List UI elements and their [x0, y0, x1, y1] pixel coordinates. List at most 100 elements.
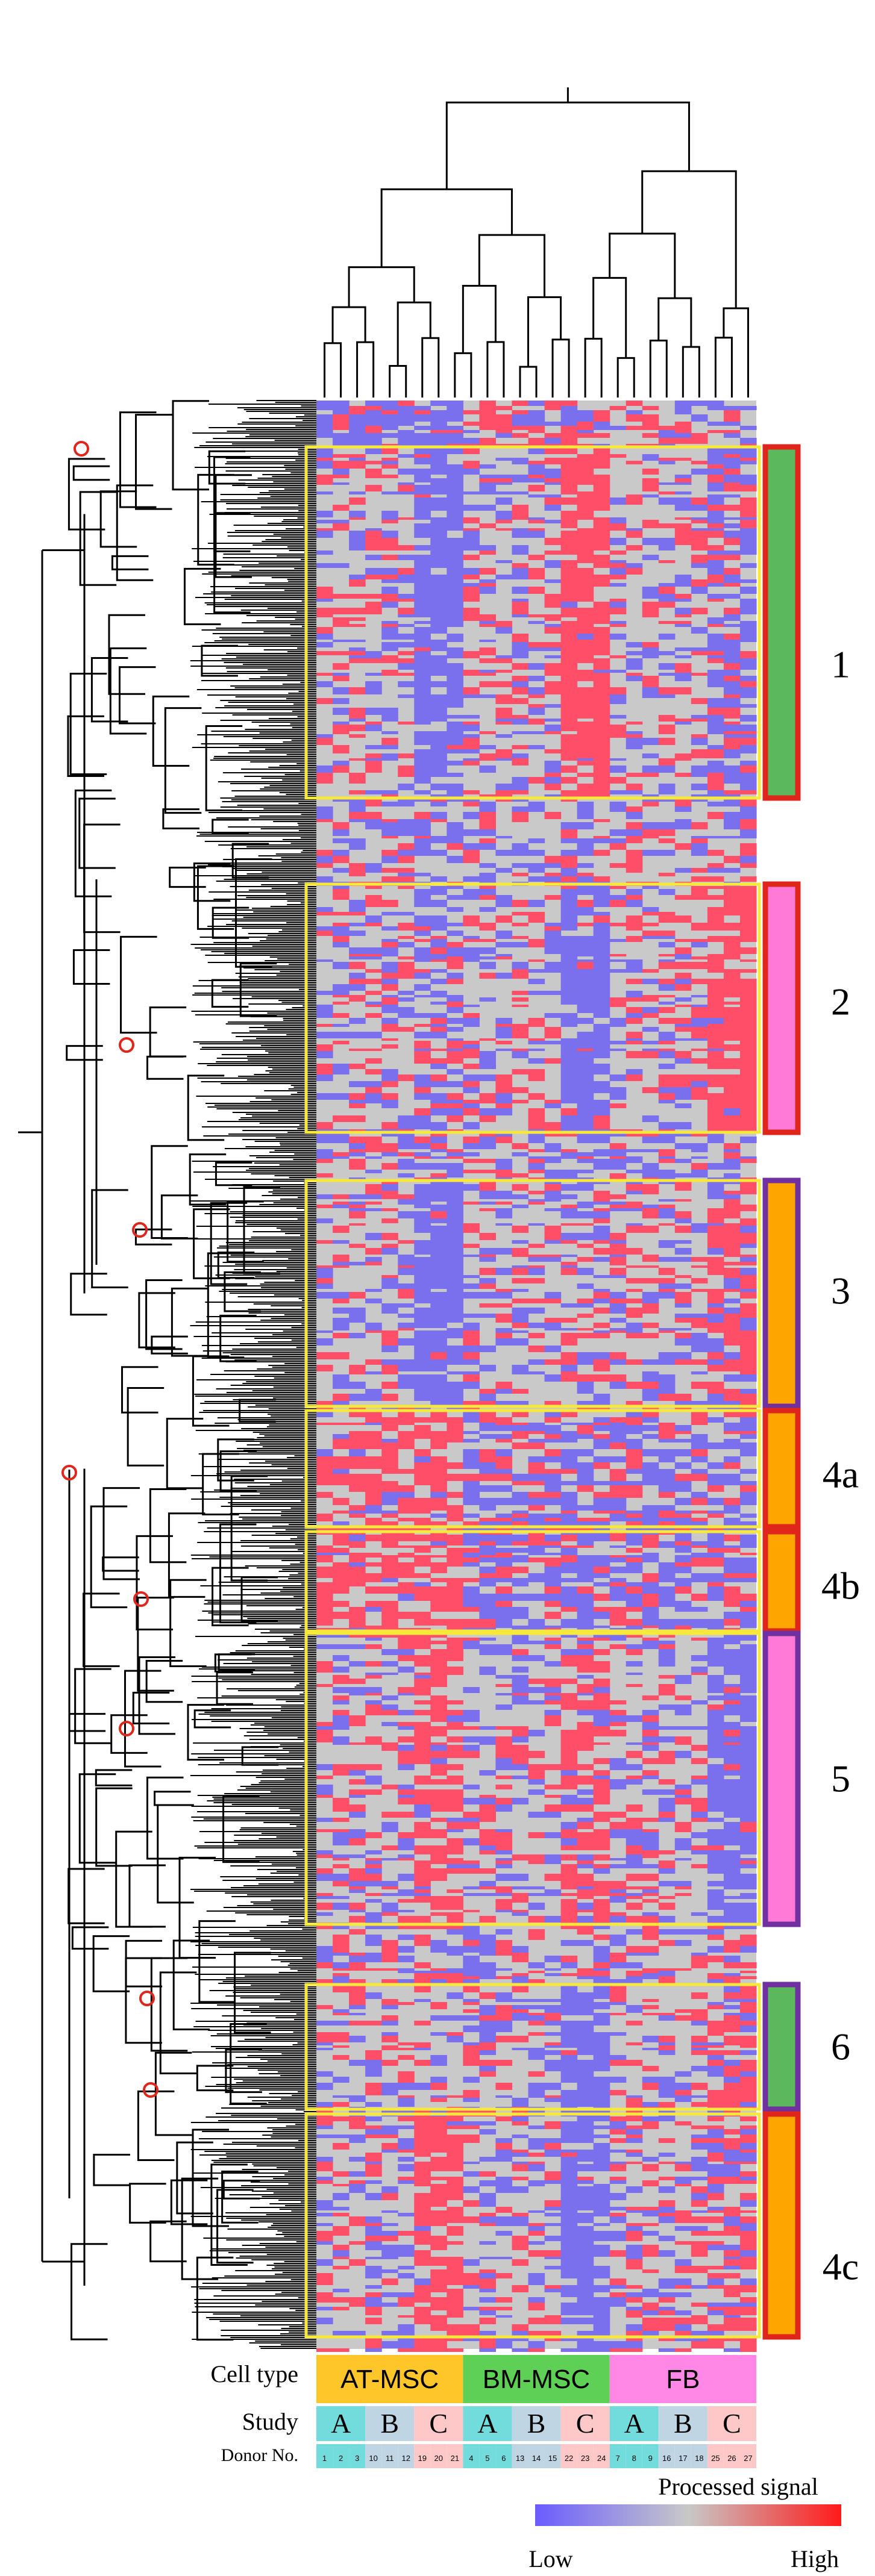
donor-number: 3	[355, 2454, 359, 2463]
node-marker	[143, 2082, 158, 2098]
cluster-box-2	[304, 882, 761, 1134]
donor-cell	[691, 2444, 707, 2468]
donor-row: 1 2 3 10 11 12 19 20 21 4 5 6 13 14 15 22 23 24 7 8 9 16 17 18 2…	[316, 2444, 756, 2468]
donor-number: 18	[695, 2454, 703, 2463]
study-name: B	[674, 2408, 692, 2439]
cluster-bar-1	[762, 444, 801, 801]
donor-cell	[674, 2444, 691, 2468]
legend-low-label: Low	[528, 2545, 572, 2572]
signal-legend: Processed signal Low High	[528, 2473, 841, 2572]
cluster-box-5	[304, 1632, 761, 1926]
donor-label: Donor No.	[221, 2445, 298, 2465]
node-marker	[132, 1222, 148, 1238]
donor-number: 15	[548, 2454, 557, 2463]
donor-number: 20	[434, 2454, 443, 2463]
study-name: C	[723, 2408, 741, 2439]
node-marker	[119, 1721, 134, 1736]
cell-type-row: AT-MSC BM-MSC FB	[316, 2355, 756, 2403]
donor-number: 1	[322, 2454, 327, 2463]
study-cell	[365, 2406, 415, 2441]
donor-cell	[447, 2444, 463, 2468]
study-cell	[707, 2406, 756, 2441]
column-dendrogram	[324, 87, 749, 398]
node-marker	[133, 1591, 149, 1607]
cluster-bar-4c	[762, 2111, 801, 2340]
donor-cell	[626, 2444, 642, 2468]
donor-cell	[381, 2444, 398, 2468]
cluster-box-4c	[304, 2112, 761, 2339]
donor-cell	[658, 2444, 675, 2468]
sample-annotation: Cell type Study Donor No. AT-MSC BM-MSC FB…	[210, 2355, 756, 2468]
cluster-box-3	[304, 1179, 761, 1408]
cell-type-label: Cell type	[210, 2360, 298, 2387]
cluster-label-6: 6	[831, 2026, 850, 2068]
donor-cell	[414, 2444, 431, 2468]
cell-type-cell	[316, 2355, 463, 2403]
cluster-box-4a	[304, 1409, 761, 1529]
cluster-bar-3	[762, 1177, 801, 1409]
donor-number: 27	[744, 2454, 752, 2463]
cluster-boxes	[304, 445, 761, 2339]
donor-number: 19	[418, 2454, 427, 2463]
donor-cell	[479, 2444, 496, 2468]
study-name: A	[624, 2408, 644, 2439]
donor-number: 11	[386, 2454, 394, 2463]
cluster-bar-4a	[762, 1408, 801, 1530]
study-name: B	[527, 2408, 546, 2439]
donor-number: 25	[711, 2454, 720, 2463]
donor-cell	[707, 2444, 724, 2468]
node-markers	[61, 441, 158, 2098]
donor-number: 22	[565, 2454, 573, 2463]
donor-cell	[609, 2444, 626, 2468]
donor-cell	[398, 2444, 415, 2468]
cluster-label-1: 1	[831, 643, 850, 686]
donor-cell	[463, 2444, 480, 2468]
donor-number: 24	[597, 2454, 606, 2463]
node-marker	[74, 441, 89, 457]
study-cell	[560, 2406, 610, 2441]
study-cell	[414, 2406, 463, 2441]
donor-cell	[349, 2444, 366, 2468]
donor-number: 6	[501, 2454, 506, 2463]
donor-number: 2	[339, 2454, 343, 2463]
study-cell	[316, 2406, 366, 2441]
donor-cell	[316, 2444, 333, 2468]
donor-number: 26	[727, 2454, 736, 2463]
cluster-label-4b: 4b	[821, 1565, 860, 1608]
cell-type-name: AT-MSC	[340, 2365, 439, 2394]
expression-heatmap	[316, 401, 757, 2352]
cluster-bar-2	[762, 881, 801, 1135]
donor-number: 10	[369, 2454, 377, 2463]
donor-number: 14	[532, 2454, 541, 2463]
donor-cell	[430, 2444, 447, 2468]
cluster-bar-4b	[762, 1529, 801, 1634]
legend-title: Processed signal	[658, 2473, 818, 2500]
donor-cell	[495, 2444, 512, 2468]
donor-cell	[544, 2444, 561, 2468]
cluster-box-1	[304, 445, 761, 800]
donor-cell	[739, 2444, 756, 2468]
donor-cell	[333, 2444, 350, 2468]
donor-number: 9	[648, 2454, 653, 2463]
cluster-label-5: 5	[831, 1757, 850, 1800]
cell-type-name: BM-MSC	[483, 2365, 590, 2394]
study-cell	[463, 2406, 512, 2441]
study-label: Study	[242, 2408, 298, 2435]
study-cell	[512, 2406, 561, 2441]
cluster-label-3: 3	[831, 1270, 850, 1312]
study-cell	[609, 2406, 659, 2441]
donor-number: 16	[662, 2454, 671, 2463]
study-name: A	[331, 2408, 351, 2439]
cluster-bar-5	[762, 1630, 801, 1927]
donor-cell	[577, 2444, 594, 2468]
node-marker	[61, 1465, 77, 1480]
cluster-label-4a: 4a	[823, 1453, 859, 1496]
cluster-box-6	[304, 1983, 761, 2111]
donor-number: 17	[679, 2454, 687, 2463]
study-cell	[658, 2406, 707, 2441]
cell-type-cell	[463, 2355, 610, 2403]
study-name: C	[429, 2408, 448, 2439]
donor-cell	[560, 2444, 577, 2468]
